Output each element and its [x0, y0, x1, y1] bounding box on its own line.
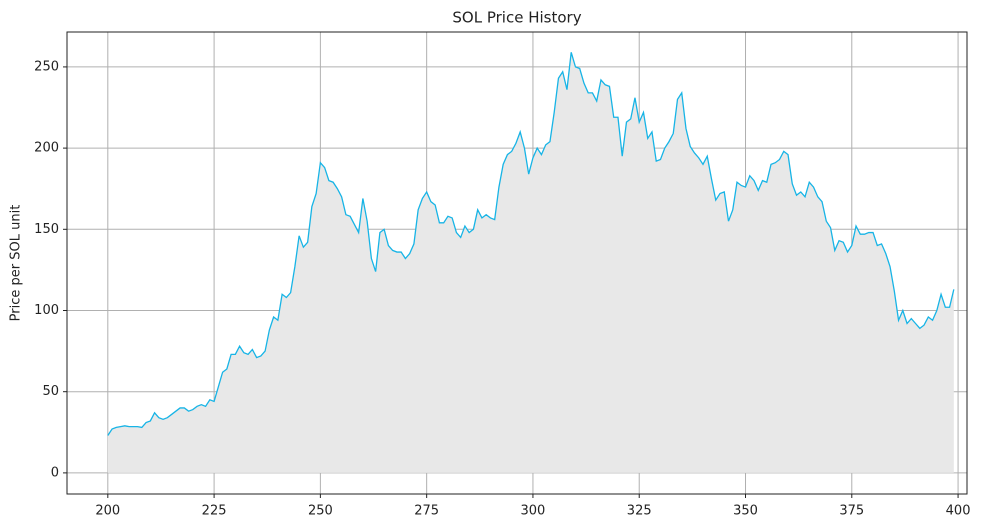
area-fill — [107, 52, 954, 473]
y-tick-label: 50 — [42, 384, 59, 399]
y-tick-label: 200 — [34, 141, 59, 156]
x-tick-label: 225 — [202, 504, 227, 519]
y-axis-label: Price per SOL unit — [9, 205, 24, 322]
x-tick-label: 400 — [946, 504, 971, 519]
y-tick-label: 0 — [51, 465, 59, 480]
y-tick-label: 250 — [34, 59, 59, 74]
plot-frame — [66, 31, 968, 495]
x-tick-label: 300 — [521, 504, 546, 519]
x-tick-label: 375 — [839, 504, 864, 519]
chart-title: SOL Price History — [452, 9, 581, 27]
y-tick-label: 150 — [34, 222, 59, 237]
x-tick-label: 250 — [308, 504, 333, 519]
x-tick-label: 275 — [414, 504, 439, 519]
price-line — [107, 52, 955, 436]
y-tick-label: 100 — [34, 303, 59, 318]
x-tick-label: 350 — [733, 504, 758, 519]
x-tick-label: 325 — [627, 504, 652, 519]
x-tick-label: 200 — [95, 504, 120, 519]
